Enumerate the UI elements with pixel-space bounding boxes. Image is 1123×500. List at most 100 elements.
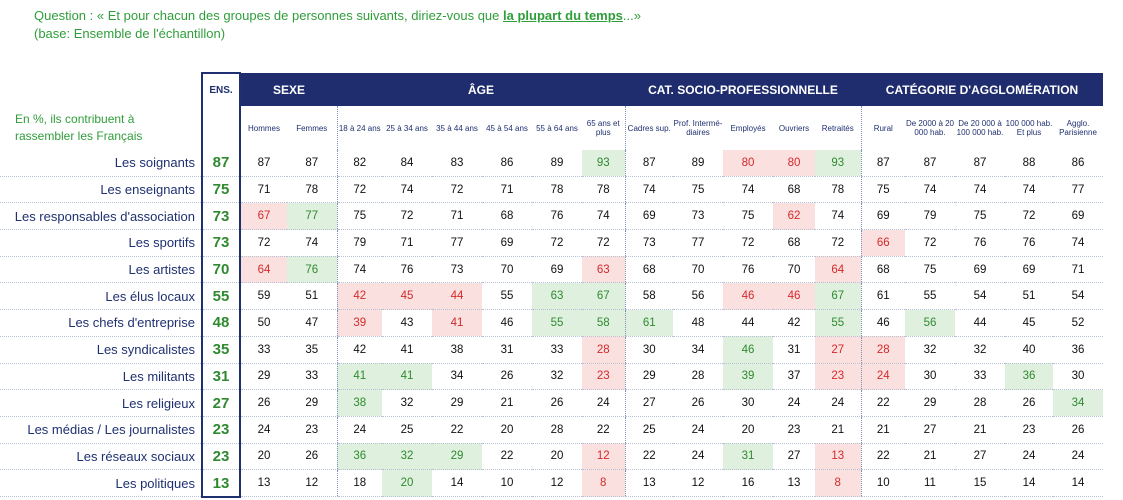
cell-value: 68	[624, 256, 673, 284]
column-header: Retraités	[821, 123, 854, 133]
cell-value: 48	[673, 309, 723, 337]
cell-value: 77	[432, 229, 482, 257]
cell-value: 33	[532, 336, 582, 364]
row-label: Les élus locaux	[0, 282, 202, 311]
cell-value: 72	[1005, 202, 1053, 231]
cell-value: 72	[432, 176, 482, 204]
ens-value: 73	[201, 202, 241, 231]
cell-value: 84	[382, 150, 432, 177]
cell-value: 24	[1053, 443, 1103, 471]
cell-value: 78	[532, 176, 582, 204]
cell-value: 75	[723, 202, 773, 231]
cell-value: 22	[432, 416, 482, 444]
cell-value: 74	[815, 202, 861, 231]
cell-value: 69	[1053, 202, 1103, 231]
cell-value: 59	[240, 282, 287, 311]
cell-value: 51	[287, 282, 337, 311]
cell-value: 26	[1005, 389, 1053, 417]
cell-value: 77	[673, 229, 723, 257]
cell-value: 87	[905, 150, 955, 177]
cell-value: 24	[773, 389, 815, 417]
cell-value: 47	[287, 309, 337, 337]
cell-value: 36	[1053, 336, 1103, 364]
row-label: Les artistes	[0, 256, 202, 284]
column-header: Hommes	[247, 123, 280, 133]
cell-value: 24	[582, 389, 625, 417]
cell-value: 67	[582, 282, 625, 311]
cell-value: 46	[773, 282, 815, 311]
row-label: Les médias / Les journalistes	[0, 416, 202, 444]
cell-value: 87	[860, 150, 905, 177]
cell-value: 71	[382, 229, 432, 257]
cell-value: 28	[955, 389, 1005, 417]
cell-value: 12	[287, 469, 337, 498]
cell-value: 74	[624, 176, 673, 204]
cell-value: 29	[240, 363, 287, 391]
cell-value: 87	[955, 150, 1005, 177]
cell-value: 12	[582, 443, 625, 471]
cell-value: 24	[860, 363, 905, 391]
cell-value: 14	[432, 469, 482, 498]
cell-value: 23	[287, 416, 337, 444]
cell-value: 45	[1005, 309, 1053, 337]
question-emphasis: la plupart du temps	[503, 8, 623, 23]
cell-value: 28	[673, 363, 723, 391]
cell-value: 40	[1005, 336, 1053, 364]
cell-value: 68	[773, 176, 815, 204]
table-row: Les responsables d'association 73 67 77 75 72…	[0, 202, 1103, 231]
table-row: Les chefs d'entreprise 48 50 47 39 43 41 46 55 58…	[0, 309, 1103, 337]
cell-value: 36	[336, 443, 382, 471]
cell-value: 25	[382, 416, 432, 444]
cell-value: 79	[905, 202, 955, 231]
cell-value: 23	[1005, 416, 1053, 444]
cell-value: 71	[1053, 256, 1103, 284]
cell-value: 76	[955, 229, 1005, 257]
cell-value: 34	[1053, 389, 1103, 417]
results-table: ENS. SEXE ÂGE CAT. SOCIO-PROFESSIONNELLE…	[0, 72, 1103, 498]
ens-value: 23	[201, 443, 241, 471]
cell-value: 73	[432, 256, 482, 284]
cell-value: 29	[905, 389, 955, 417]
cell-value: 74	[723, 176, 773, 204]
cell-value: 13	[815, 443, 861, 471]
column-header: Femmes	[296, 123, 328, 133]
cell-value: 39	[723, 363, 773, 391]
cell-value: 28	[532, 416, 582, 444]
cell-value: 87	[287, 150, 337, 177]
cell-value: 70	[482, 256, 532, 284]
cell-value: 68	[773, 229, 815, 257]
cell-value: 75	[673, 176, 723, 204]
cell-value: 78	[287, 176, 337, 204]
cell-value: 22	[860, 389, 905, 417]
cell-value: 76	[287, 256, 337, 284]
cell-value: 33	[287, 363, 337, 391]
cell-value: 78	[815, 176, 861, 204]
cell-value: 82	[336, 150, 382, 177]
cell-value: 24	[240, 416, 287, 444]
cell-value: 76	[382, 256, 432, 284]
cell-value: 30	[905, 363, 955, 391]
group-csp: CAT. SOCIO-PROFESSIONNELLE	[625, 73, 861, 106]
cell-value: 71	[432, 202, 482, 231]
column-header: 55 à 64 ans	[536, 123, 578, 133]
cell-value: 54	[1053, 282, 1103, 311]
cell-value: 55	[532, 309, 582, 337]
ens-value: 23	[201, 416, 241, 444]
cell-value: 34	[432, 363, 482, 391]
ens-value: 31	[201, 363, 241, 391]
cell-value: 74	[1005, 176, 1053, 204]
cell-value: 69	[860, 202, 905, 231]
column-header: 35 à 44 ans	[436, 123, 478, 133]
table-row: Les politiques 13 13 12 18 20 14 10 12 8 13 12 16 13 8…	[0, 469, 1103, 498]
cell-value: 74	[582, 202, 625, 231]
row-label: Les soignants	[0, 150, 202, 177]
table-row: Les religieux 27 26 29 38 32 29 21 26 24 27 26 30 24 2…	[0, 389, 1103, 417]
cell-value: 26	[287, 443, 337, 471]
cell-value: 26	[482, 363, 532, 391]
cell-value: 58	[582, 309, 625, 337]
column-header: De 20 000 à 100 000 hab.	[956, 119, 1004, 137]
row-label: Les responsables d'association	[0, 202, 202, 231]
cell-value: 46	[860, 309, 905, 337]
cell-value: 21	[482, 389, 532, 417]
cell-value: 51	[1005, 282, 1053, 311]
